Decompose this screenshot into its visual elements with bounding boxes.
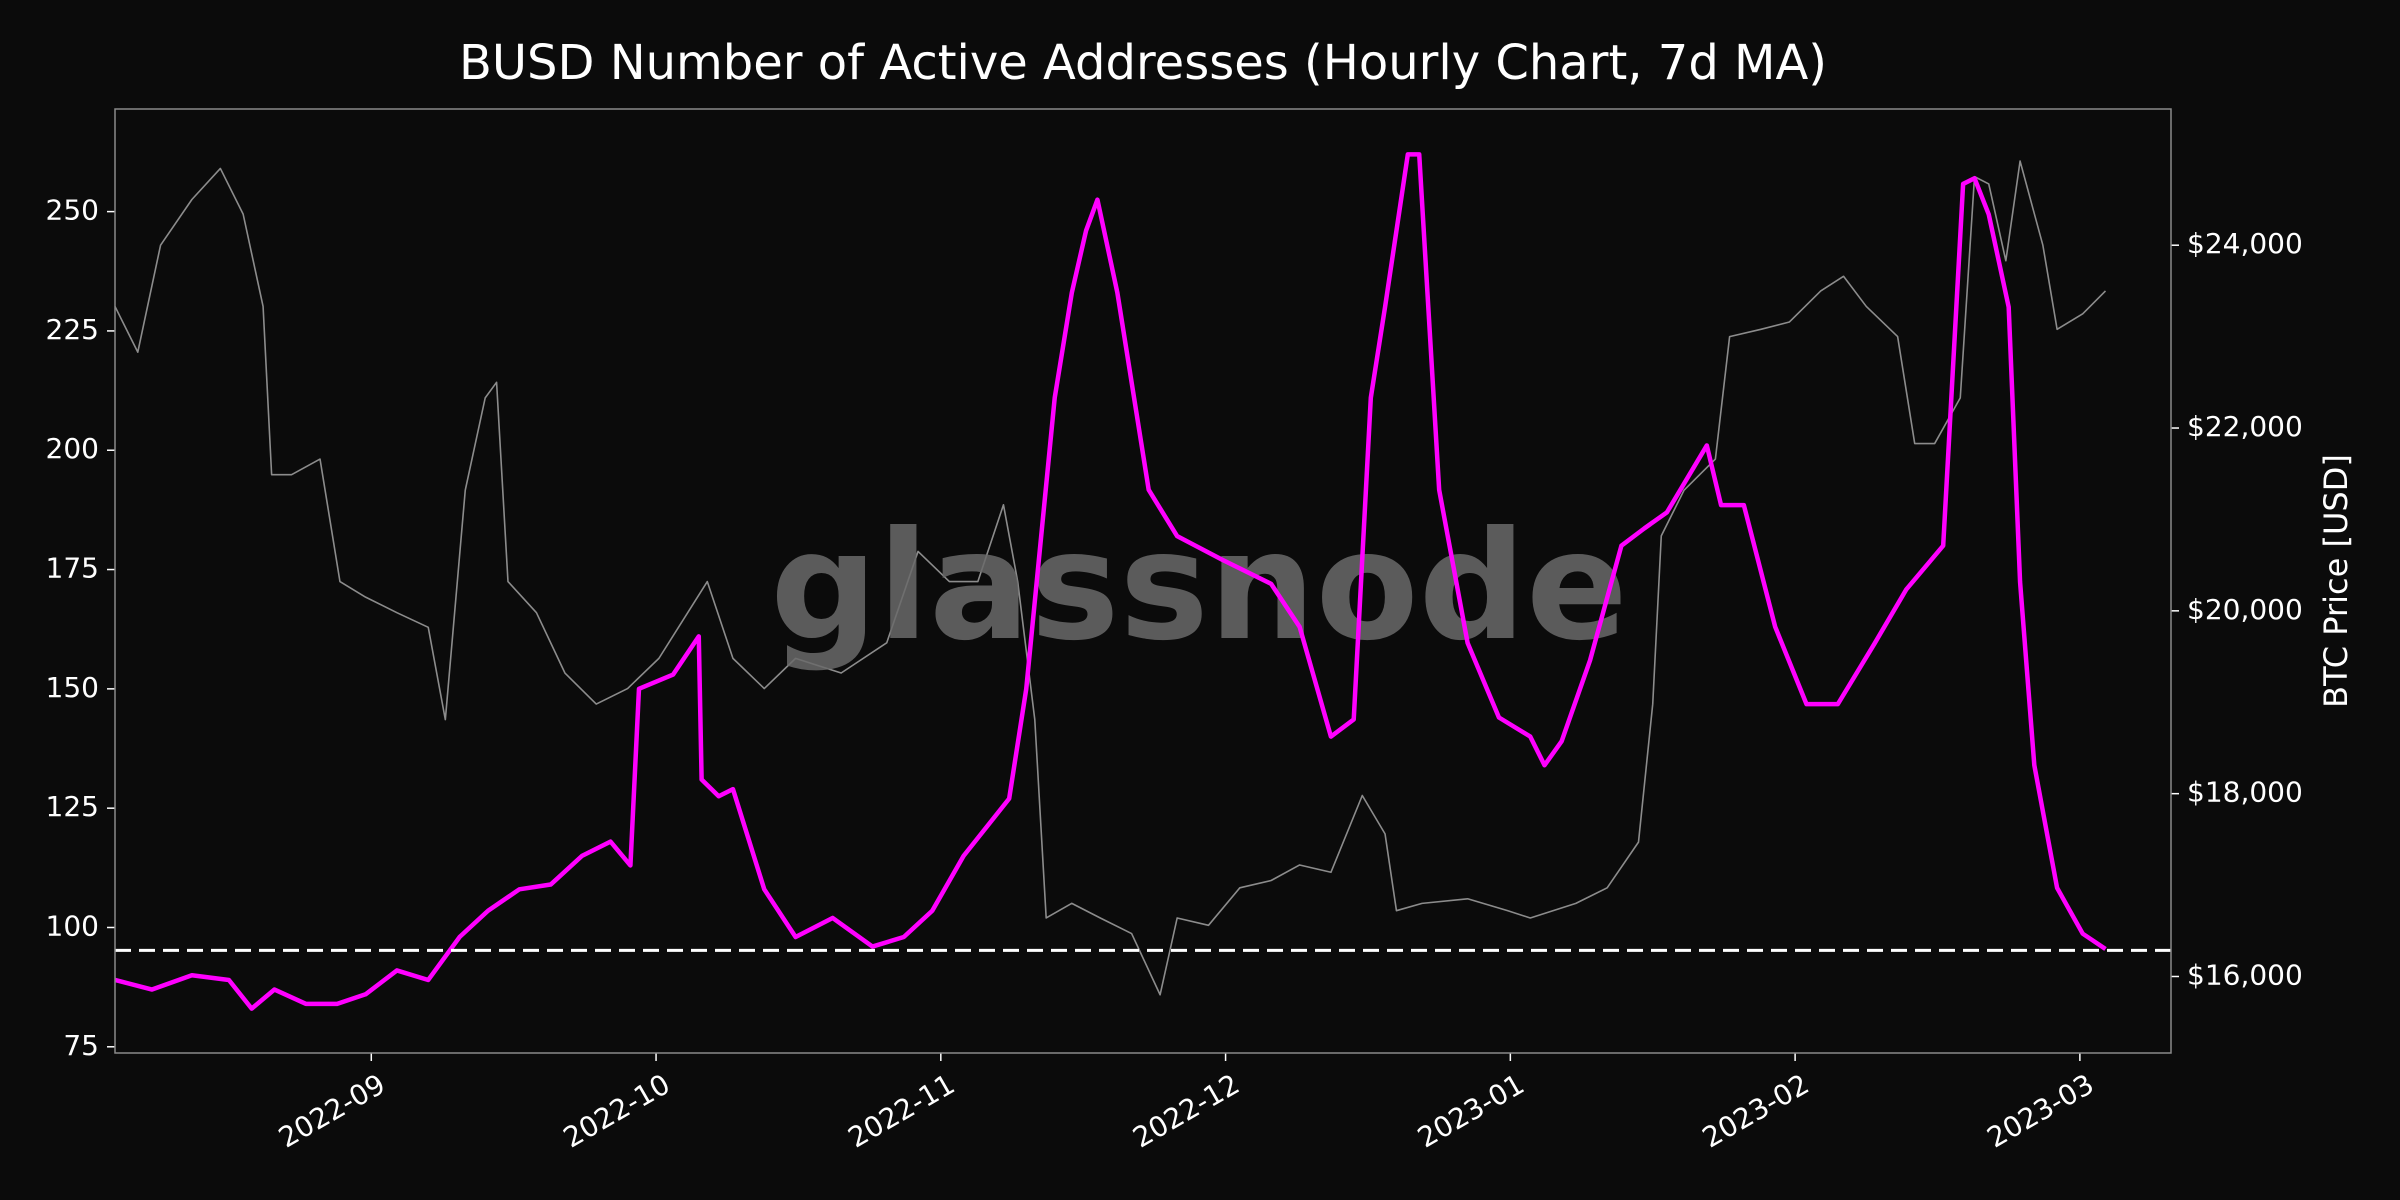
data-line: [114, 152, 2107, 1011]
y-tick-label: 100: [46, 909, 99, 942]
y2-tick-label: $16,000: [2187, 958, 2303, 991]
watermark: glassnode: [770, 500, 1628, 674]
chart-title: BUSD Number of Active Addresses (Hourly …: [459, 35, 1827, 91]
y2-axis-label: BTC Price [USD]: [2317, 454, 2355, 708]
y-tick-label: 175: [46, 552, 99, 585]
y-tick-label: 200: [46, 432, 99, 465]
data-line: [114, 160, 2107, 996]
y-tick-label: 150: [46, 671, 99, 704]
y2-tick-label: $22,000: [2187, 410, 2303, 443]
y2-tick-label: $24,000: [2187, 227, 2303, 260]
y-tick-label: 225: [46, 313, 99, 346]
y-tick-label: 75: [63, 1029, 99, 1062]
y-tick-label: 250: [46, 194, 99, 227]
y-tick-label: 125: [46, 790, 99, 823]
y2-tick-label: $20,000: [2187, 593, 2303, 626]
plot-frame: [114, 108, 2172, 1054]
y2-tick-label: $18,000: [2187, 776, 2303, 809]
